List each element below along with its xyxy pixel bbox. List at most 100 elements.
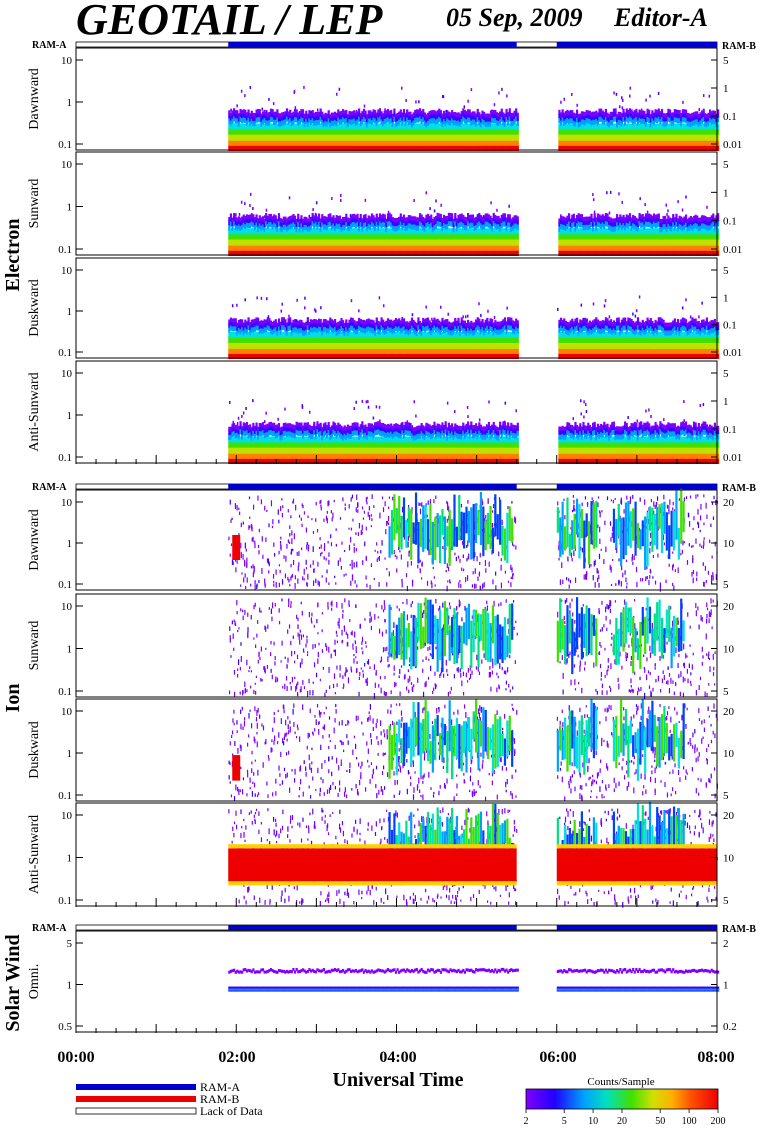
spectrogram-cell — [309, 139, 313, 146]
spectrogram-cell — [593, 144, 596, 151]
spectrogram-cell — [242, 144, 245, 151]
spectrogram-cell — [567, 213, 571, 218]
spectrogram-cell — [438, 115, 441, 122]
spectrogram-cell — [359, 116, 362, 122]
spectrogram-cell — [579, 128, 582, 135]
spectrogram-cell — [423, 144, 426, 151]
spectrogram-cell — [293, 116, 297, 123]
spectrogram-cell — [563, 144, 566, 151]
spectrogram-cell — [241, 139, 244, 146]
spectrogram-cell — [593, 123, 596, 130]
spectrogram-speckle — [315, 201, 318, 205]
right-tick-label: 0.01 — [723, 139, 742, 151]
spectrogram-cell — [572, 213, 575, 218]
spectrogram-cell — [250, 123, 253, 130]
spectrogram-cell — [396, 139, 399, 146]
spectrogram-cell — [664, 116, 667, 122]
spectrogram-cell — [253, 116, 257, 122]
spectrogram-cell — [604, 116, 608, 123]
spectrogram-cell — [426, 144, 430, 151]
spectrogram-cell — [441, 128, 444, 135]
spectrogram-cell — [641, 117, 644, 124]
spectrogram-cell — [414, 117, 417, 124]
spectrogram-cell — [289, 109, 292, 114]
spectrogram-speckle — [244, 94, 246, 98]
spectrogram-cell — [372, 116, 375, 123]
spectrogram-cell — [276, 144, 279, 151]
spectrogram-cell — [353, 113, 356, 119]
spectrogram-cell — [454, 139, 457, 146]
spectrogram-cell — [468, 109, 471, 114]
spectrogram-cell — [340, 144, 343, 151]
spectrogram-cell — [664, 120, 667, 127]
spectrogram-cell — [577, 139, 580, 146]
spectrogram-cell — [261, 111, 265, 116]
spectrogram-cell — [481, 128, 484, 135]
spectrogram-cell — [325, 120, 329, 127]
spectrogram-cell — [558, 139, 561, 146]
spectrogram-cell — [237, 133, 241, 141]
spectrogram-cell — [274, 319, 277, 324]
spectrogram-cell — [617, 118, 620, 125]
spectrogram-cell — [590, 123, 593, 130]
spectrogram-cell — [564, 133, 567, 141]
spectrogram-cell — [350, 139, 353, 146]
spectrogram-cell — [375, 115, 378, 121]
spectrogram-cell — [340, 133, 343, 141]
spectrogram-cell — [281, 144, 284, 151]
spectrogram-cell — [430, 113, 433, 119]
right-tick-label: 1 — [723, 83, 729, 95]
spectrogram-cell — [499, 128, 502, 135]
spectrogram-cell — [282, 133, 285, 141]
spectrogram-cell — [558, 109, 561, 114]
spectrogram-cell — [285, 111, 289, 117]
spectrogram-cell — [596, 112, 600, 117]
spectrogram-cell — [266, 144, 269, 151]
spectrogram-cell — [277, 128, 281, 135]
spectrogram-cell — [630, 144, 633, 151]
spectrogram-cell — [667, 115, 670, 122]
spectrogram-cell — [632, 139, 635, 146]
spectrogram-cell — [640, 113, 643, 119]
spectrogram-cell — [317, 118, 321, 125]
spectrogram-cell — [356, 139, 359, 146]
spectrogram-speckle — [363, 104, 366, 108]
spectrogram-cell — [497, 123, 500, 130]
spectrogram-cell — [579, 139, 582, 146]
spectrogram-cell — [335, 144, 338, 151]
spectrogram-cell — [495, 123, 499, 130]
spectrogram-cell — [415, 123, 418, 130]
spectrogram-cell — [438, 108, 441, 113]
spectrogram-cell — [317, 144, 321, 151]
spectrogram-cell — [237, 123, 241, 130]
spectrogram-cell — [641, 133, 644, 141]
spectrogram-cell — [293, 108, 297, 114]
spectrogram-cell — [442, 123, 446, 130]
spectrogram-cell — [614, 108, 617, 113]
spectrogram-cell — [572, 139, 575, 146]
spectrogram-speckle — [685, 195, 687, 199]
spectrogram-cell — [252, 133, 255, 141]
spectrogram-cell — [385, 113, 388, 119]
spectrogram-cell — [458, 128, 462, 135]
spectrogram-speckle — [682, 100, 684, 104]
spectrogram-cell — [612, 115, 616, 122]
spectrogram-cell — [447, 118, 450, 125]
spectrogram-cell — [585, 144, 588, 151]
spectrogram-cell — [330, 133, 333, 141]
spectrogram-cell — [603, 133, 606, 141]
spectrogram-cell — [503, 113, 507, 118]
spectrogram-cell — [648, 128, 651, 135]
spectrogram-speckle — [240, 200, 243, 204]
spectrogram-cell — [386, 123, 390, 130]
spectrogram-cell — [401, 133, 404, 141]
spectrogram-cell — [228, 117, 231, 124]
spectrogram-cell — [364, 128, 367, 135]
spectrogram-cell — [284, 139, 287, 146]
spectrogram-cell — [350, 123, 353, 130]
spectrogram-cell — [598, 108, 601, 113]
spectrogram-cell — [276, 112, 279, 118]
spectrogram-cell — [277, 123, 281, 130]
spectrogram-cell — [289, 144, 292, 151]
spectrogram-cell — [353, 133, 356, 141]
